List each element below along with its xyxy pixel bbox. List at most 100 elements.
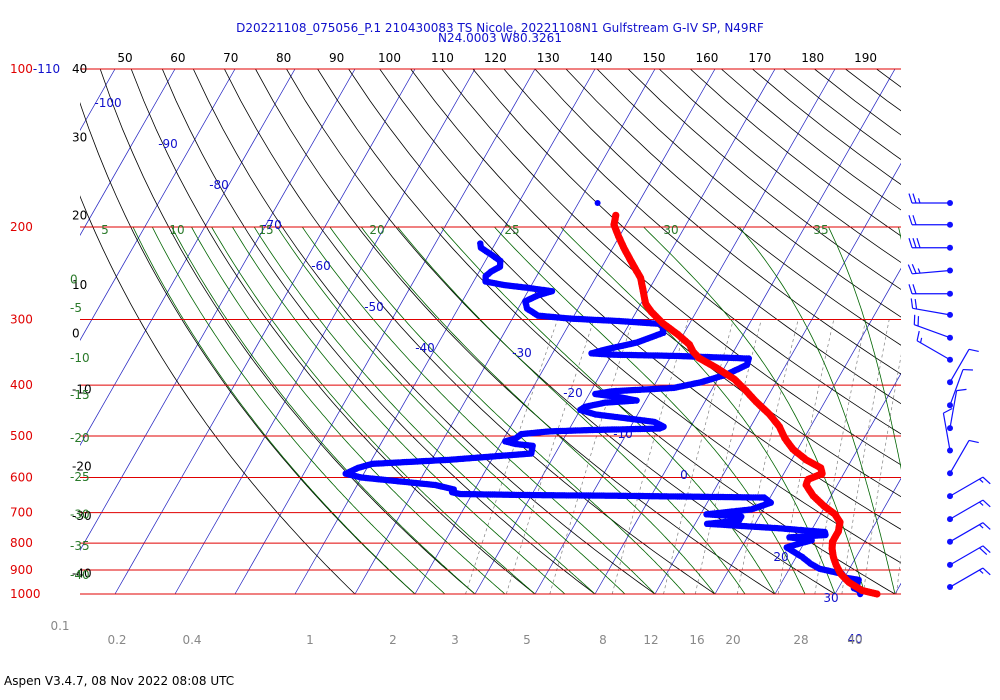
wind-barb-feather xyxy=(979,478,984,483)
isotherm-line xyxy=(80,69,296,446)
pressure-label: 300 xyxy=(10,312,33,326)
top-axis-label: 120 xyxy=(484,51,507,65)
moist-top-label: 15 xyxy=(258,223,273,237)
mixing-ratio-line xyxy=(736,319,799,595)
wind-barb-feather xyxy=(908,238,913,248)
isotherm-label: -50 xyxy=(364,300,384,314)
wind-barb-staff xyxy=(912,269,951,275)
wind-barb-staff xyxy=(949,390,958,429)
mixing-ratio-label: 12 xyxy=(643,633,658,647)
moist-top-label: 25 xyxy=(504,223,519,237)
pressure-label: 900 xyxy=(10,563,33,577)
isotherm-line xyxy=(414,69,716,595)
mixing-ratio-label: 1 xyxy=(306,633,314,647)
moist-adiabat-label: -20 xyxy=(70,431,90,445)
top-axis-label: 100 xyxy=(378,51,401,65)
temperature-point xyxy=(612,211,620,219)
wind-barb-station xyxy=(947,200,953,207)
moist-adiabat-line xyxy=(329,226,686,595)
pressure-label: 500 xyxy=(10,429,33,443)
isotherm-label: -80 xyxy=(209,178,229,192)
top-axis-label: 50 xyxy=(117,51,132,65)
height-label: -20 xyxy=(72,460,92,474)
dry-adiabat-line xyxy=(130,69,536,595)
wind-barb-feather xyxy=(912,284,917,294)
wind-barb-feather xyxy=(979,501,984,506)
moist-adiabat-label: -15 xyxy=(70,388,90,402)
dry-adiabat-line xyxy=(939,69,1000,594)
wind-barb-staff xyxy=(916,340,951,361)
moist-top-label: 5 xyxy=(101,223,109,237)
wind-barb-feather xyxy=(982,567,991,576)
dry-adiabat-line xyxy=(596,69,901,318)
dry-adiabat-line xyxy=(224,69,716,595)
dry-adiabat-line xyxy=(255,69,776,595)
dry-adiabat-line xyxy=(721,69,901,211)
wind-barb-station xyxy=(947,584,953,591)
top-axis-label: 190 xyxy=(854,51,877,65)
mixing-ratio-label: 0.2 xyxy=(107,633,126,647)
isotherm-line xyxy=(594,69,896,595)
wind-barb-feather xyxy=(968,348,979,353)
moist-adiabat-line xyxy=(171,226,476,595)
top-axis-label: 170 xyxy=(748,51,771,65)
dry-adiabat-line xyxy=(80,195,356,595)
wind-barb-staff xyxy=(949,567,984,588)
mixing-ratio-line xyxy=(862,354,901,595)
isotherm-label: -70 xyxy=(262,218,282,232)
isotherm-line xyxy=(354,69,656,595)
moist-adiabat-line xyxy=(276,226,626,595)
wind-barb-staff xyxy=(949,349,970,383)
moist-adiabat-label: -10 xyxy=(70,351,90,365)
moist-top-label: 20 xyxy=(369,223,384,237)
wind-barb-station xyxy=(947,447,953,454)
isotherm-label: -100 xyxy=(94,96,121,110)
isotherm-label: 0 xyxy=(680,468,688,482)
height-label: 40 xyxy=(72,62,87,76)
wind-barb-feather xyxy=(908,193,913,204)
isotherm-line xyxy=(474,69,776,595)
wind-barb-feather xyxy=(912,238,917,248)
height-label: -40 xyxy=(72,567,92,581)
wind-barb-station xyxy=(947,379,953,386)
wind-barb-staff xyxy=(949,499,984,520)
moist-adiabat-label: -40 xyxy=(70,568,90,582)
mixing-ratio-line xyxy=(896,553,901,595)
pressure-label: 400 xyxy=(10,378,33,392)
wind-barb-feather xyxy=(907,264,913,275)
mixing-ratio-label: 16 xyxy=(689,633,704,647)
mixing-ratio-line xyxy=(611,319,689,595)
pressure-label: 200 xyxy=(10,220,33,234)
moist-adiabat-line xyxy=(494,226,806,595)
wind-barb-feather xyxy=(917,198,921,204)
wind-barb-feather xyxy=(910,298,914,309)
pressure-label: 600 xyxy=(10,471,33,485)
chart-grid xyxy=(80,69,1000,595)
dry-adiabat-line xyxy=(752,69,901,186)
wind-barb-station xyxy=(947,538,953,545)
wind-barb-feather xyxy=(911,264,917,274)
wind-barb-staff xyxy=(912,307,951,316)
dry-adiabat-line xyxy=(348,69,901,564)
wind-barb-feather xyxy=(916,238,921,248)
moist-adiabat-line xyxy=(828,226,901,470)
wind-barb-station xyxy=(947,244,953,251)
wind-barb-staff xyxy=(949,440,970,474)
wind-barb-feather xyxy=(979,547,988,556)
wind-barb-station xyxy=(947,290,953,297)
dry-adiabat-line xyxy=(161,69,596,595)
wind-barb-station xyxy=(947,516,953,523)
mixing-ratio-label: 20 xyxy=(725,633,740,647)
wind-barb-staff xyxy=(914,324,951,339)
wind-barb-station xyxy=(947,356,953,363)
height-label: 0 xyxy=(72,326,80,340)
wind-barb-feather xyxy=(943,407,953,414)
top-axis-label: 180 xyxy=(801,51,824,65)
dewpoint-point xyxy=(594,200,601,207)
isotherm-line xyxy=(294,69,596,595)
dry-adiabat-line xyxy=(472,69,901,435)
dry-adiabat-line xyxy=(814,69,901,136)
top-axis-label: 140 xyxy=(590,51,613,65)
